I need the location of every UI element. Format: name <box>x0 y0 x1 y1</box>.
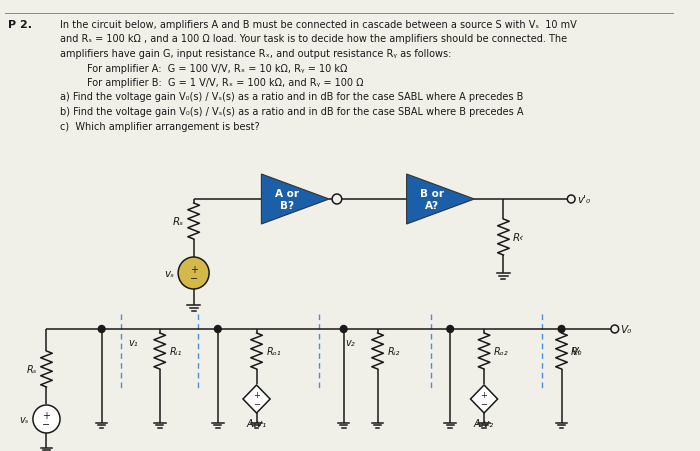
Circle shape <box>447 326 454 333</box>
Text: P 2.: P 2. <box>8 20 32 30</box>
Text: R‹: R‹ <box>513 232 524 243</box>
Text: −: − <box>43 419 50 429</box>
Text: Rᵢ₁: Rᵢ₁ <box>169 346 182 356</box>
Circle shape <box>340 326 347 333</box>
Text: B or
A?: B or A? <box>421 189 444 210</box>
Text: v₁: v₁ <box>128 337 137 347</box>
Text: Rₛ: Rₛ <box>27 364 37 374</box>
Polygon shape <box>243 385 270 413</box>
Polygon shape <box>407 175 475 225</box>
Text: +: + <box>253 391 260 400</box>
Text: +: + <box>43 410 50 420</box>
Text: A₂v₂: A₂v₂ <box>474 418 494 428</box>
Text: +: + <box>481 391 487 400</box>
Circle shape <box>611 325 619 333</box>
Polygon shape <box>261 175 329 225</box>
Text: b) Find the voltage gain V₀(s) / Vₛ(s) as a ratio and in dB for the case SBAL wh: b) Find the voltage gain V₀(s) / Vₛ(s) a… <box>60 107 524 117</box>
Text: c)  Which amplifier arrangement is best?: c) Which amplifier arrangement is best? <box>60 121 260 131</box>
Text: v'₀: v'₀ <box>577 194 590 205</box>
Circle shape <box>33 405 60 433</box>
Polygon shape <box>470 385 498 413</box>
Text: A₁v₁: A₁v₁ <box>246 418 267 428</box>
Text: vₛ: vₛ <box>164 268 174 278</box>
Text: vₛ: vₛ <box>20 414 29 424</box>
Text: A or
B?: A or B? <box>275 189 299 210</box>
Text: −: − <box>190 273 197 283</box>
Text: In the circuit below, amplifiers A and B must be connected in cascade between a : In the circuit below, amplifiers A and B… <box>60 20 577 30</box>
Text: +: + <box>190 264 197 274</box>
Text: R‹: R‹ <box>571 346 582 356</box>
Text: For amplifier B:  G = 1 V/V, Rₓ = 100 kΩ, and Rᵧ = 100 Ω: For amplifier B: G = 1 V/V, Rₓ = 100 kΩ,… <box>87 78 363 88</box>
Text: Rₛ: Rₛ <box>173 216 184 226</box>
Text: −: − <box>253 400 260 409</box>
Text: amplifiers have gain G, input resistance Rₓ, and output resistance Rᵧ as follows: amplifiers have gain G, input resistance… <box>60 49 452 59</box>
Text: Rᵢ₂: Rᵢ₂ <box>387 346 400 356</box>
Text: V₀: V₀ <box>571 346 582 356</box>
Circle shape <box>567 196 575 203</box>
Text: −: − <box>481 400 488 409</box>
Circle shape <box>178 258 209 290</box>
Text: Rₒ₂: Rₒ₂ <box>494 346 508 356</box>
Circle shape <box>332 194 342 205</box>
Text: V₀: V₀ <box>621 324 632 334</box>
Text: v₂: v₂ <box>346 337 356 347</box>
Text: and Rₛ = 100 kΩ , and a 100 Ω load. Your task is to decide how the amplifiers sh: and Rₛ = 100 kΩ , and a 100 Ω load. Your… <box>60 34 567 44</box>
Text: For amplifier A:  G = 100 V/V, Rₓ = 10 kΩ, Rᵧ = 10 kΩ: For amplifier A: G = 100 V/V, Rₓ = 10 kΩ… <box>87 63 347 74</box>
Text: a) Find the voltage gain V₀(s) / Vₛ(s) as a ratio and in dB for the case SABL wh: a) Find the voltage gain V₀(s) / Vₛ(s) a… <box>60 92 524 102</box>
Text: Rₒ₁: Rₒ₁ <box>266 346 281 356</box>
Circle shape <box>214 326 221 333</box>
Circle shape <box>558 326 565 333</box>
Circle shape <box>98 326 105 333</box>
